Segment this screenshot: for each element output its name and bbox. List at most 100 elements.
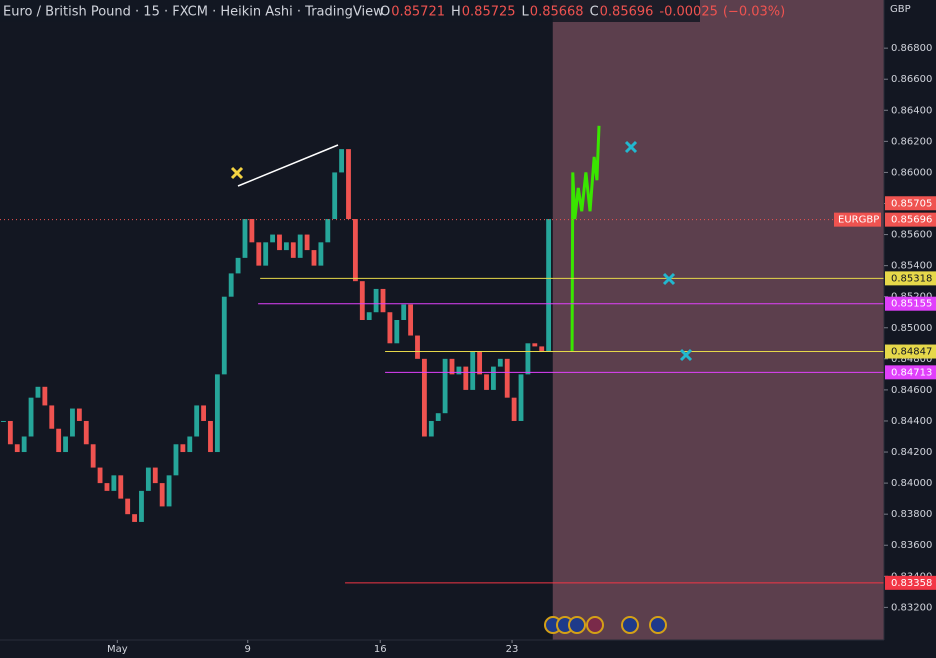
candle-body <box>1 420 6 422</box>
candle-body <box>311 250 317 266</box>
header-bg <box>0 0 700 22</box>
candle-body <box>490 366 496 390</box>
ohlc-label: L <box>522 5 530 20</box>
candle-body <box>159 483 165 507</box>
candle-body <box>339 149 345 173</box>
y-tick-label: 0.84400 <box>891 416 932 427</box>
candle-body <box>235 257 241 274</box>
y-tick-label: 0.86800 <box>891 43 932 54</box>
y-tick-label: 0.84600 <box>891 385 932 396</box>
change-pct: (−0.03%) <box>723 5 785 20</box>
candle-body <box>152 467 158 484</box>
header: Euro / British Pound · 15 · FXCM · Heiki… <box>0 0 911 22</box>
ohlc-label: C <box>590 5 599 20</box>
forecast-zone <box>552 0 884 640</box>
candle-body <box>83 420 89 445</box>
candle-body <box>7 420 13 445</box>
x-tick-label: 16 <box>374 644 387 655</box>
candle-body <box>297 234 303 258</box>
y-tick-label: 0.86200 <box>891 136 932 147</box>
axes: 0.832000.834000.836000.838000.840000.842… <box>107 43 936 655</box>
candle-body <box>201 405 206 421</box>
level-label-bg <box>885 271 936 286</box>
candle-body <box>352 219 358 282</box>
price-label: 0.85696 <box>891 215 932 226</box>
symbol-label: EURGBP <box>838 215 879 226</box>
candle-body <box>277 234 282 251</box>
price-axis <box>884 0 936 658</box>
candle-body <box>449 358 455 375</box>
candle-body <box>70 408 75 437</box>
candle-body <box>111 475 117 491</box>
cross-marker <box>230 166 244 180</box>
candle-body <box>511 397 517 421</box>
candle-body <box>173 444 179 476</box>
candle-body <box>132 514 137 522</box>
candle-body <box>366 312 372 320</box>
candle-body <box>435 413 441 421</box>
candle-body <box>104 483 110 491</box>
y-tick-label: 0.83200 <box>891 602 932 613</box>
candle-body <box>470 351 476 390</box>
level-label: 0.85155 <box>891 299 932 310</box>
y-tick-label: 0.85400 <box>891 261 932 272</box>
level-label-bg <box>885 365 936 380</box>
time-axis <box>0 640 884 658</box>
candle-body <box>497 358 503 367</box>
candle-body <box>304 234 310 251</box>
ohlc-label: O <box>380 5 390 20</box>
candle-body <box>373 288 379 313</box>
candle-body <box>442 358 448 414</box>
candle-body <box>49 405 55 429</box>
candle-body <box>125 498 131 515</box>
candle-body <box>463 366 469 390</box>
candle-body <box>387 312 393 344</box>
candle-body <box>332 172 338 220</box>
candle-body <box>532 343 538 347</box>
y-tick-label: 0.84800 <box>891 354 932 365</box>
level-label-bg <box>885 296 936 311</box>
candle-body <box>546 219 552 352</box>
y-tick-label: 0.86600 <box>891 74 932 85</box>
candle-body <box>525 343 531 375</box>
y-tick-label: 0.84200 <box>891 447 932 458</box>
candle-body <box>325 219 331 243</box>
cross-marker <box>662 272 676 286</box>
change: -0.00025 <box>659 5 717 20</box>
y-tick-label: 0.85000 <box>891 323 932 334</box>
symbol-label-bg <box>834 212 881 227</box>
candle-body <box>139 490 144 522</box>
candle-body <box>42 386 48 406</box>
cross-marker <box>624 140 638 154</box>
ohlc-value: 0.85725 <box>462 5 516 20</box>
candle-body <box>166 475 172 507</box>
candle-body <box>228 273 234 297</box>
chart-title: Euro / British Pound · 15 · FXCM · Heiki… <box>3 5 384 20</box>
ohlc-value: 0.85696 <box>600 5 654 20</box>
candle-body <box>421 358 427 437</box>
price-label-bg <box>885 212 936 227</box>
level-label: 0.85318 <box>891 273 932 284</box>
candle-body <box>456 366 462 375</box>
forecast-line <box>570 125 601 352</box>
candle-body <box>346 149 351 220</box>
candle-body <box>283 242 289 251</box>
candle-body <box>428 420 434 437</box>
candle-body <box>394 320 400 344</box>
candle-body <box>221 296 227 375</box>
event-icons[interactable] <box>544 616 667 634</box>
candle-body <box>180 444 186 453</box>
price-label: 0.85705 <box>891 198 932 209</box>
candle-body <box>214 374 220 453</box>
level-label-bg <box>885 575 936 590</box>
trend-line <box>237 144 339 187</box>
candle-body <box>263 242 269 266</box>
candle-body <box>76 408 82 421</box>
candle-body <box>194 405 200 437</box>
price-label-bg <box>885 196 936 211</box>
candle-body <box>359 281 365 320</box>
candle-body <box>270 234 275 243</box>
candle-body <box>90 444 96 468</box>
